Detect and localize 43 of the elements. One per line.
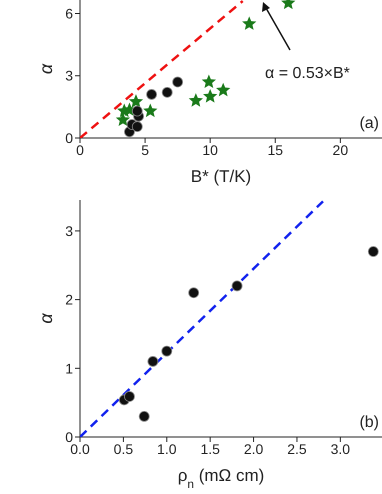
point [202,74,216,88]
annotation: (b) [359,414,379,431]
point [147,356,158,367]
point [172,76,184,88]
y-tick-label: 1 [65,360,74,376]
point [232,280,242,292]
point [188,93,203,107]
x-tick-label: 2.5 [287,440,307,457]
x-axis-title: ρ$_{n}$ (mΩ cm) [178,466,264,491]
x-tick-label: 1.0 [157,440,177,457]
point [132,121,143,132]
y-tick-label: 3 [65,68,74,84]
annotation: α = 0.53×B* [265,65,350,82]
x-tick-label: 10 [202,142,218,158]
y-axis-title: α [36,63,56,74]
point [368,246,379,257]
point [216,82,230,96]
x-tick-label: 5 [141,142,150,158]
point [146,89,157,100]
point [203,88,218,103]
point [161,346,172,357]
y-tick-label: 0 [65,130,74,146]
annotation: (a) [359,115,379,132]
point [242,16,256,30]
x-tick-label: 0.5 [114,440,134,457]
x-tick-label: 3.0 [330,440,350,457]
x-tick-label: 20 [332,142,348,158]
y-axis-title: α [36,312,56,324]
point [138,410,150,422]
point [132,106,143,116]
x-tick-label: 1.5 [200,440,220,457]
point [124,391,135,402]
y-tick-label: 3 [65,222,74,239]
point [143,104,158,118]
point [128,94,144,108]
y-tick-label: 2 [65,292,74,308]
x-tick-label: 15 [267,142,284,158]
x-axis-title: B* (T/K) [190,167,252,186]
y-tick-label: 6 [65,5,74,22]
point [188,287,200,298]
x-tick-label: 0 [76,142,84,158]
point [162,86,173,98]
x-tick-label: 2.0 [244,440,264,457]
